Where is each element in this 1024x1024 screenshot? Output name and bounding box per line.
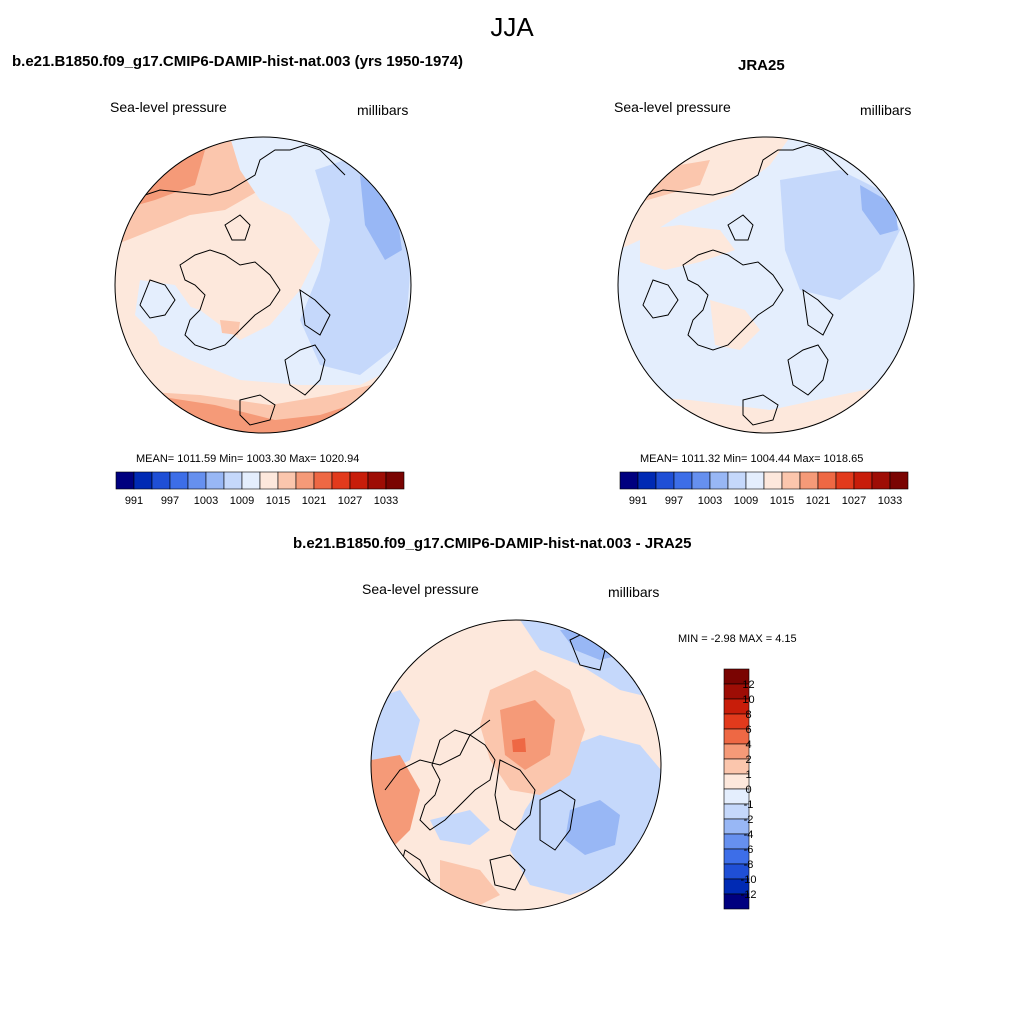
panel1-colorbar-tick: 1009 (230, 495, 254, 507)
panel3-colorbar-box (723, 893, 750, 910)
panel2-colorbar-tick: 1033 (878, 495, 902, 507)
panel2-colorbar-tick: 1003 (698, 495, 722, 507)
panel2-colorbar-box (871, 471, 891, 490)
panel3-colorbar-tick: -12 (741, 889, 757, 901)
panel2-variable: Sea-level pressure (614, 99, 731, 115)
panel1-colorbar-box (151, 471, 171, 490)
map3-field-high-max (512, 738, 526, 752)
panel1-colorbar-box (367, 471, 387, 490)
map3-field-low-west (371, 690, 420, 775)
panel3-units: millibars (608, 584, 660, 600)
map2 (617, 136, 915, 434)
panel2-colorbar-tick: 991 (629, 495, 647, 507)
panel3-colorbar-tick: 0 (745, 784, 751, 796)
panel3-colorbar-tick: -6 (744, 844, 754, 856)
map3-field-high-central-core (500, 700, 555, 770)
panel2-colorbar-box (709, 471, 729, 490)
figure-title: JJA (490, 12, 534, 42)
panel2-colorbar-box (727, 471, 747, 490)
map2-field-high-arc (640, 225, 735, 270)
panel1-colorbar-box (187, 471, 207, 490)
map3 (370, 619, 662, 911)
panel2-colorbar-box (853, 471, 873, 490)
panel1-colorbar-tick: 991 (125, 495, 143, 507)
panel1-colorbar-box (385, 471, 405, 490)
panel2-colorbar-box (799, 471, 819, 490)
panel3-colorbar-tick: -10 (741, 874, 757, 886)
map1 (114, 136, 412, 434)
panel3-colorbar-tick: -1 (744, 799, 754, 811)
map3-coastlines (384, 629, 606, 891)
panel2-stats: MEAN= 1011.32 Min= 1004.44 Max= 1018.65 (640, 453, 864, 465)
map1-coastlines (129, 144, 346, 426)
panel3-colorbar-tick: 6 (745, 724, 751, 736)
panel2-colorbar-box (619, 471, 639, 490)
panel3-colorbar-tick: -2 (744, 814, 754, 826)
panel1-colorbar-box (133, 471, 153, 490)
map1-field-low-west (135, 280, 200, 350)
panel3-colorbar-tick: 10 (742, 694, 754, 706)
panel3-colorbar-tick: -8 (744, 859, 754, 871)
panel2-units: millibars (860, 102, 912, 118)
panel1-colorbar-tick: 1015 (266, 495, 290, 507)
panel2-colorbar-box (835, 471, 855, 490)
panel1-colorbar-box (331, 471, 351, 490)
panel3-colorbar-tick: 2 (745, 754, 751, 766)
panel1-colorbar-box (313, 471, 333, 490)
panel1-colorbar-box (349, 471, 369, 490)
panel2-colorbar-tick: 997 (665, 495, 683, 507)
panel1-colorbar-box (241, 471, 261, 490)
map2-coastlines (632, 144, 849, 426)
panel2-colorbar-box (781, 471, 801, 490)
map3-field-low-greenland (430, 810, 490, 845)
panel2-colorbar-tick: 1015 (770, 495, 794, 507)
panel2-colorbar-box (691, 471, 711, 490)
map1-field-greenland-high (220, 320, 240, 335)
panel3-colorbar-tick: -4 (744, 829, 754, 841)
panel2-colorbar-box (745, 471, 765, 490)
map3-field-low-southeast-core (565, 800, 620, 855)
panel1-colorbar-tick: 1027 (338, 495, 362, 507)
panel2-colorbar-tick: 1009 (734, 495, 758, 507)
panel1-colorbar-box (169, 471, 189, 490)
panel2-colorbar-box (655, 471, 675, 490)
panel2-colorbar-tick: 1021 (806, 495, 830, 507)
panel1-colorbar-box (205, 471, 225, 490)
panel1-colorbar-box (223, 471, 243, 490)
panel2-colorbar-box (763, 471, 783, 490)
panel2-colorbar-tick: 1027 (842, 495, 866, 507)
map2-field-high-greenland (710, 300, 760, 350)
map2-border (617, 136, 915, 434)
panel3-stats: MIN = -2.98 MAX = 4.15 (678, 633, 797, 645)
panel3-title: b.e21.B1850.f09_g17.CMIP6-DAMIP-hist-nat… (293, 535, 692, 552)
panel1-variable: Sea-level pressure (110, 99, 227, 115)
panel1-title: b.e21.B1850.f09_g17.CMIP6-DAMIP-hist-nat… (12, 53, 464, 70)
panel1-colorbar-tick: 1003 (194, 495, 218, 507)
panel3-variable: Sea-level pressure (362, 581, 479, 597)
panel1-colorbar-tick: 1033 (374, 495, 398, 507)
panel2-colorbar-box (889, 471, 909, 490)
panel1-colorbar-tick: 997 (161, 495, 179, 507)
colorbars: 991 997 1003 1009 1015 1021 1027 1033 991 997 1003… (115, 471, 909, 910)
panel1-colorbar-box (277, 471, 297, 490)
panel2-title: JRA25 (738, 57, 785, 74)
panel2-colorbar-box (673, 471, 693, 490)
map1-field-low-core (360, 175, 402, 260)
panel3-colorbar-tick: 12 (742, 679, 754, 691)
panel3-colorbar-tick: 4 (745, 739, 751, 751)
panel3-colorbar-tick: 1 (745, 769, 751, 781)
panel2-colorbar-box (637, 471, 657, 490)
panel1-stats: MEAN= 1011.59 Min= 1003.30 Max= 1020.94 (136, 453, 360, 465)
map3-border (370, 619, 662, 911)
panel1-colorbar-box (259, 471, 279, 490)
panel1-colorbar-box (115, 471, 135, 490)
panel1-units: millibars (357, 102, 409, 118)
panel2-colorbar-box (817, 471, 837, 490)
panel3-colorbar-tick: 8 (745, 709, 751, 721)
panel1-colorbar-box (295, 471, 315, 490)
map2-field-low-core (860, 185, 898, 235)
map1-border (114, 136, 412, 434)
panel1-colorbar-tick: 1021 (302, 495, 326, 507)
